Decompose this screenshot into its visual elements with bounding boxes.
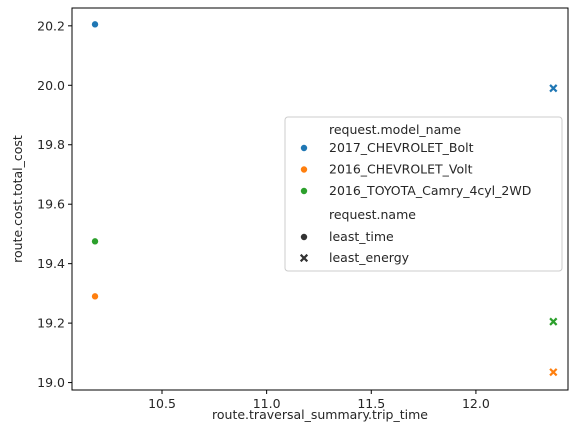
y-axis-ticks: 19.0 19.2 19.4 19.6 19.8 20.0 20.2 [37, 18, 72, 390]
legend-label: least_time [329, 229, 394, 244]
y-tick-label: 19.2 [37, 316, 65, 331]
x-axis-ticks: 10.5 11.0 11.5 12.0 [148, 390, 490, 411]
x-tick-label: 10.5 [148, 396, 176, 411]
legend-hue-title: request.model_name [329, 122, 461, 137]
legend: request.model_name 2017_CHEVROLET_Bolt20… [284, 116, 563, 272]
x-tick-label: 12.0 [462, 396, 490, 411]
y-tick-label: 20.0 [37, 78, 65, 93]
y-tick-label: 19.6 [37, 197, 65, 212]
y-tick-label: 19.8 [37, 137, 65, 152]
legend-marker [299, 186, 308, 195]
legend-marker [299, 165, 308, 174]
y-tick-label: 20.2 [37, 18, 65, 33]
data-point [549, 317, 558, 326]
data-points [91, 20, 558, 377]
legend-label: 2016_CHEVROLET_Volt [329, 162, 473, 177]
legend-style-title: request.name [329, 207, 416, 222]
data-point [91, 20, 100, 29]
x-tick-label: 11.0 [253, 396, 281, 411]
y-tick-label: 19.4 [37, 256, 65, 271]
x-tick-label: 11.5 [357, 396, 385, 411]
data-point [91, 237, 100, 246]
legend-marker [299, 253, 309, 263]
x-axis-label: route.traversal_summary.trip_time [212, 407, 428, 422]
y-tick-label: 19.0 [37, 375, 65, 390]
legend-style-entries: least_time least_energy [299, 229, 410, 265]
legend-hue-entries: 2017_CHEVROLET_Bolt 2016_CHEVROLET_Volt 20… [299, 140, 531, 198]
data-point [91, 292, 100, 301]
legend-marker [299, 232, 308, 241]
legend-label: 2017_CHEVROLET_Bolt [329, 140, 474, 155]
data-point [549, 84, 558, 93]
data-point [549, 368, 558, 377]
legend-marker [299, 143, 308, 152]
legend-box [284, 116, 563, 272]
legend-label: least_energy [329, 250, 410, 265]
legend-label: 2016_TOYOTA_Camry_4cyl_2WD [329, 183, 531, 198]
y-axis-label: route.cost.total_cost [10, 135, 25, 263]
